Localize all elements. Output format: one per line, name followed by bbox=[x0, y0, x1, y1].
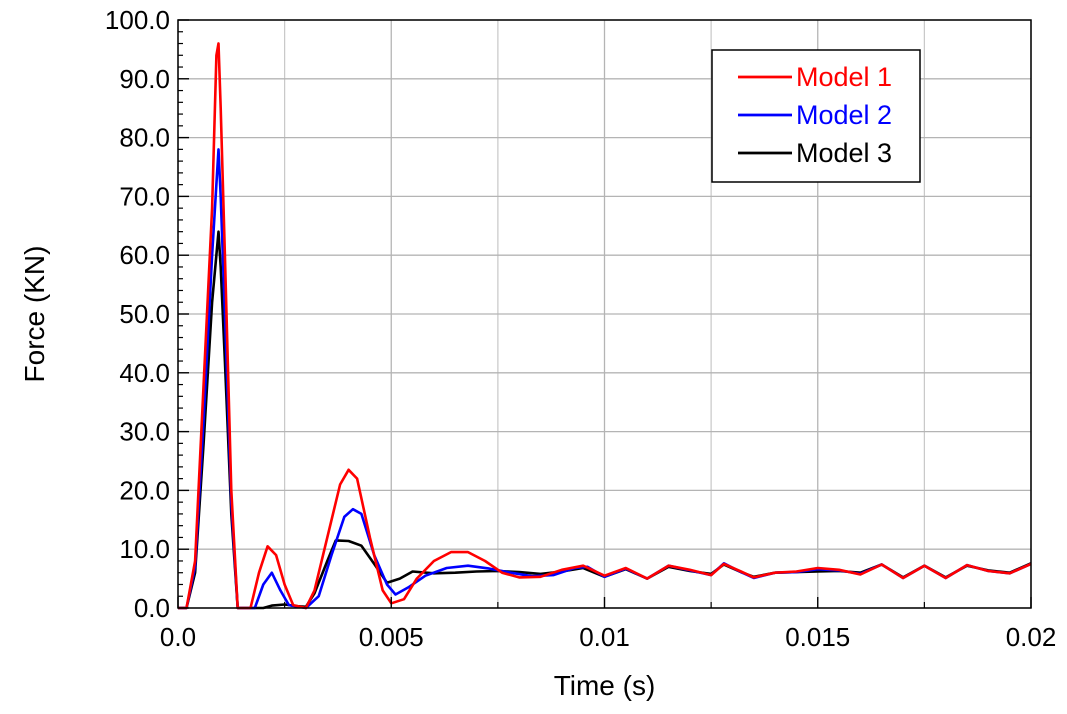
y-tick-label: 90.0 bbox=[119, 64, 170, 94]
legend-items: Model 1 Model 2 Model 3 bbox=[738, 62, 892, 168]
y-tick-label: 100.0 bbox=[105, 5, 170, 35]
y-tick-label: 20.0 bbox=[119, 475, 170, 505]
x-tick-label: 0.0 bbox=[160, 622, 196, 652]
x-tick-label: 0.02 bbox=[1006, 622, 1057, 652]
x-tick-label: 0.01 bbox=[579, 622, 630, 652]
legend-label-model-3: Model 3 bbox=[796, 138, 892, 168]
x-tick-labels: 0.0 0.005 0.01 0.015 0.02 bbox=[160, 622, 1056, 652]
axis-ticks bbox=[177, 19, 1032, 609]
legend-label-model-1: Model 1 bbox=[796, 62, 892, 92]
x-tick-label: 0.015 bbox=[785, 622, 850, 652]
y-tick-label: 50.0 bbox=[119, 299, 170, 329]
x-tick-label: 0.005 bbox=[359, 622, 424, 652]
legend-label-model-2: Model 2 bbox=[796, 100, 892, 130]
legend-box bbox=[711, 49, 921, 183]
x-axis-title: Time (s) bbox=[554, 670, 656, 701]
y-axis-title: Force (KN) bbox=[19, 246, 50, 383]
legend: Model 1 Model 2 Model 3 bbox=[711, 49, 921, 183]
y-tick-label: 40.0 bbox=[119, 358, 170, 388]
y-tick-labels: 0.0 10.0 20.0 30.0 40.0 50.0 60.0 70.0 80.0 90.0 1… bbox=[105, 5, 170, 623]
series-line-model-1 bbox=[178, 42, 1032, 610]
y-tick-label: 60.0 bbox=[119, 240, 170, 270]
y-tick-label: 0.0 bbox=[134, 593, 170, 623]
y-tick-label: 70.0 bbox=[119, 181, 170, 211]
y-tick-label: 10.0 bbox=[119, 534, 170, 564]
y-tick-label: 30.0 bbox=[119, 417, 170, 447]
y-tick-label: 80.0 bbox=[119, 123, 170, 153]
